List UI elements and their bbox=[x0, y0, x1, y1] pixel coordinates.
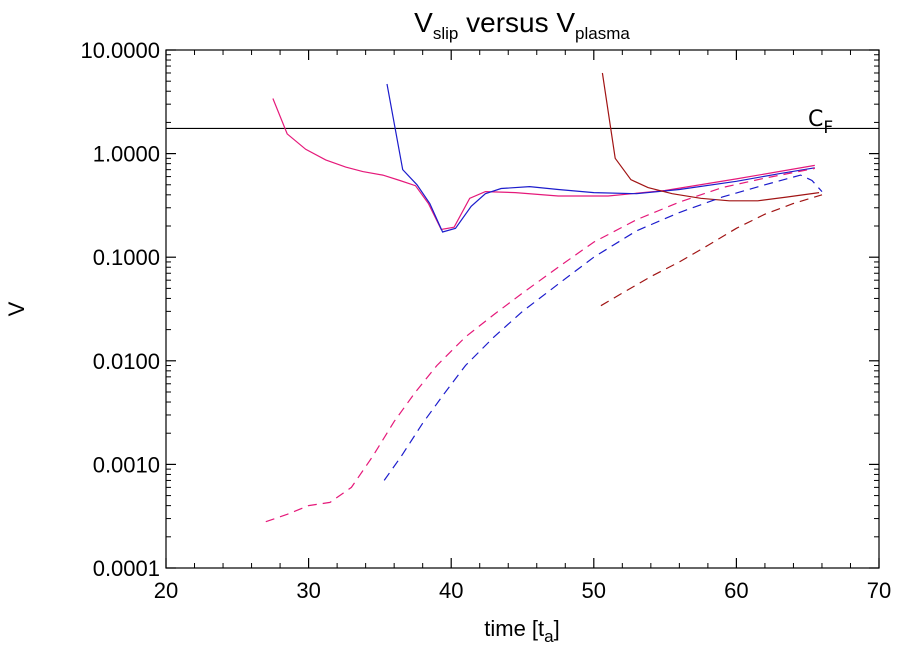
reference-line-label-main: C bbox=[808, 107, 823, 132]
series-layer bbox=[166, 72, 879, 523]
x-tick-label: 40 bbox=[439, 578, 463, 603]
plot-frame bbox=[165, 49, 880, 569]
reference-line-label: CF bbox=[808, 107, 833, 138]
y-tick-label: 10.0000 bbox=[80, 38, 160, 63]
y-tick-label: 1.0000 bbox=[93, 142, 160, 167]
y-axis-label: V bbox=[4, 301, 29, 316]
series-line-4-dashed bbox=[265, 167, 815, 523]
series-line-1-solid bbox=[272, 98, 815, 231]
series-line-5-dashed bbox=[383, 174, 823, 481]
reference-line-label-sub: F bbox=[823, 118, 833, 138]
chart-title-mid: versus V bbox=[458, 7, 575, 38]
x-tick-label: 20 bbox=[154, 578, 178, 603]
series-line-6-dashed bbox=[600, 194, 823, 307]
x-tick-label: 30 bbox=[296, 578, 320, 603]
x-tick-label: 60 bbox=[724, 578, 748, 603]
series-line-2-solid bbox=[386, 83, 815, 233]
x-axis-label-main: time [t bbox=[484, 616, 544, 641]
y-tick-label: 0.0010 bbox=[93, 452, 160, 477]
chart-title-sub2: plasma bbox=[575, 24, 630, 43]
tick-layer: 20 30 40 50 60 70 0.0001 0.0010 0.0100 0.1000 1.00… bbox=[80, 38, 891, 603]
y-tick-label: 0.0001 bbox=[93, 556, 160, 581]
y-tick-label: 0.0100 bbox=[93, 349, 160, 374]
x-axis-label-sub: a bbox=[544, 627, 554, 646]
x-tick-label: 70 bbox=[867, 578, 891, 603]
chart-title-main: V bbox=[414, 7, 433, 38]
x-axis-label-end: ] bbox=[554, 616, 560, 641]
x-tick-label: 50 bbox=[582, 578, 606, 603]
x-axis-label: time [ta] bbox=[484, 616, 560, 646]
y-tick-label: 0.1000 bbox=[93, 245, 160, 270]
chart-title-sub1: slip bbox=[433, 24, 459, 43]
series-line-3-solid bbox=[601, 72, 820, 202]
chart-title: Vslip versus Vplasma bbox=[414, 7, 630, 43]
